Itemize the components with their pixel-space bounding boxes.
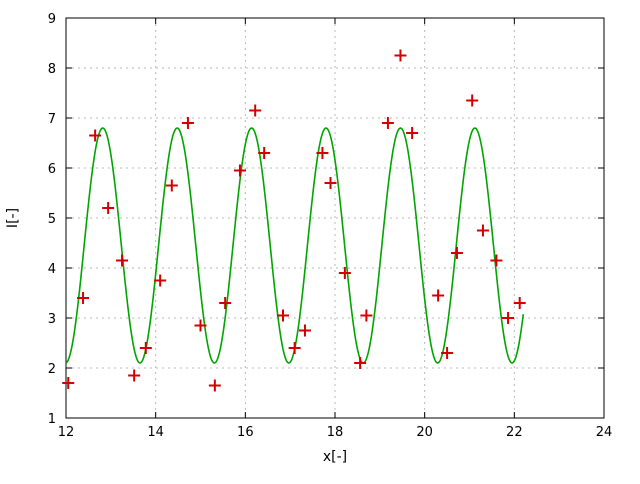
y-tick-label: 2 [48, 362, 56, 377]
data-points [62, 49, 526, 392]
y-tick-label: 5 [48, 212, 56, 227]
y-tick-label: 8 [48, 62, 56, 77]
x-tick-label: 18 [327, 425, 344, 440]
grid-lines [65, 17, 605, 419]
x-tick-label: 22 [506, 425, 523, 440]
x-tick-label: 20 [416, 425, 433, 440]
fit-curve [65, 127, 525, 364]
x-tick-label: 16 [237, 425, 254, 440]
x-tick-label: 14 [147, 425, 164, 440]
y-tick-label: 4 [48, 262, 56, 277]
x-tick-label: 24 [596, 425, 613, 440]
x-tick-label: 12 [58, 425, 75, 440]
y-tick-label: 9 [48, 12, 56, 27]
tick-marks [65, 17, 605, 419]
x-tick-labels: 12 14 16 18 20 22 24 [58, 425, 613, 440]
y-tick-label: 1 [48, 412, 56, 427]
y-tick-label: 6 [48, 162, 56, 177]
y-tick-label: 7 [48, 112, 56, 127]
y-tick-labels: 1 2 3 4 5 6 7 8 9 [48, 12, 56, 427]
y-axis-label: I[-] [5, 208, 21, 228]
x-axis-label: x[-] [323, 449, 347, 465]
y-tick-label: 3 [48, 312, 56, 327]
